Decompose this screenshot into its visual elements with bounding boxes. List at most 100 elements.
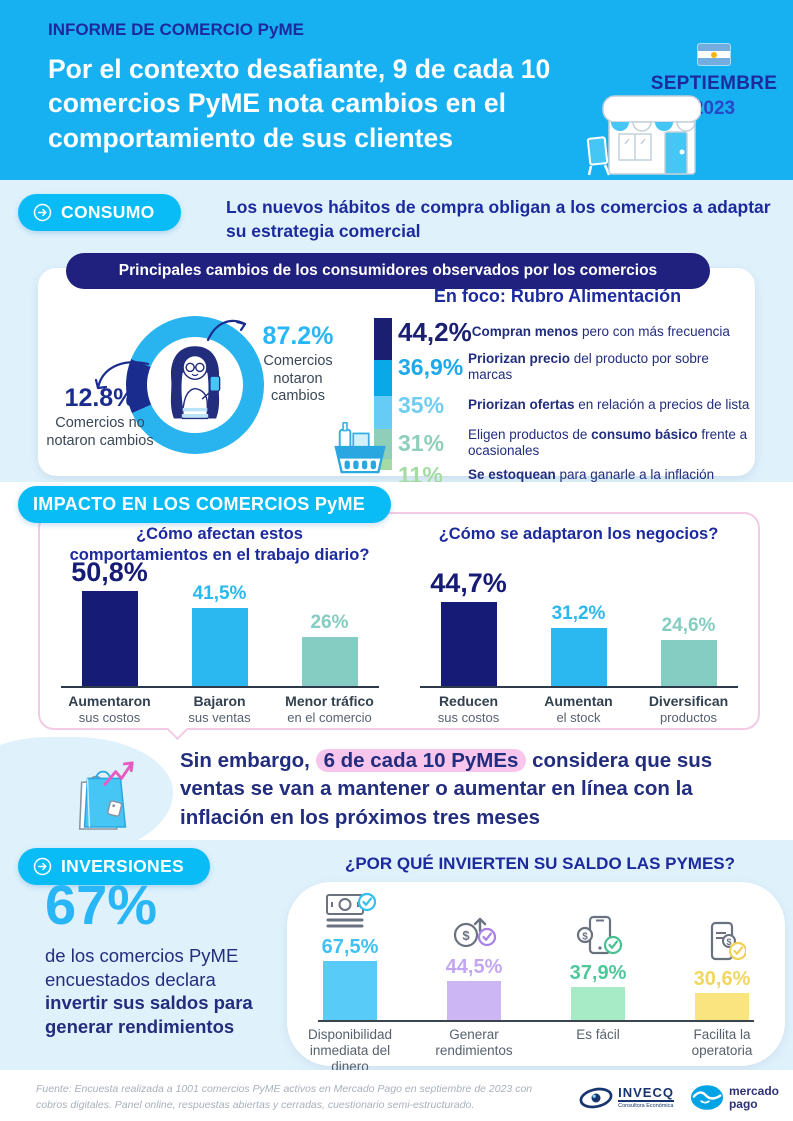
invest-bar-labels: Disponibilidad inmediata del dinero Gene… — [287, 1027, 785, 1076]
consumo-tag-pill: CONSUMO — [18, 194, 181, 231]
invest-bars: 67,5% $ 44,5% — [287, 874, 785, 1020]
sin-embargo-text: Sin embargo, 6 de cada 10 PyMEs consider… — [180, 749, 713, 829]
bar-value: 26% — [310, 612, 349, 633]
bar-column: 31,2% — [529, 603, 629, 686]
svg-text:$: $ — [726, 937, 731, 947]
invest-big-percent: 67% — [45, 873, 158, 936]
bar-label: Reducen sus costos — [437, 693, 500, 725]
invest-bar-value: 67,5% — [321, 936, 379, 958]
mercado-pago-logo: mercado pago — [690, 1084, 779, 1111]
impact-chart-right: ¿Cómo se adaptaron los negocios? 44,7% 3… — [399, 514, 758, 728]
foco-row: 35% Priorizan ofertas en relación a prec… — [398, 386, 751, 424]
circle-arrow-icon — [33, 203, 52, 222]
chart-title: ¿Cómo se adaptaron los negocios? — [438, 525, 719, 543]
coin-growth-check-icon: $ — [453, 917, 497, 948]
invecq-logo: INVECQ Consultora Económica — [578, 1085, 674, 1110]
impact-chart-left: ¿Cómo afectan estos comportamientos en e… — [40, 514, 399, 728]
invecq-eye-icon — [579, 1087, 613, 1108]
impact-charts-card: ¿Cómo afectan estos comportamientos en e… — [38, 512, 760, 741]
donut-chart — [126, 316, 264, 454]
invest-bar-label: Disponibilidad inmediata del dinero — [307, 1027, 393, 1075]
invest-bar-column: $ 37,9% — [540, 915, 656, 1020]
bar-column: 26% — [280, 612, 380, 686]
no-notaron-pct: 12.8% — [64, 384, 136, 412]
invecq-name: INVECQ — [618, 1085, 674, 1103]
invest-bar-label: Facilita la operatoria — [691, 1027, 753, 1059]
bar-label: Aumentan el stock — [544, 693, 613, 725]
bar-label: Diversifican productos — [648, 693, 729, 725]
bar-labels: Reducen sus costos Aumentan el stock Diver… — [399, 693, 758, 725]
invecq-wordmark: INVECQ Consultora Económica — [618, 1085, 674, 1110]
highlighted-stat: 6 de cada 10 PyMEs — [315, 749, 527, 772]
woman-with-phone-illustration — [170, 346, 221, 420]
card-title-pill: Principales cambios de los consumidores … — [66, 253, 710, 289]
foco-desc: Compran menos pero con más frecuencia — [471, 324, 730, 340]
stack-segment — [374, 459, 392, 470]
bar-label: Bajaron sus ventas — [188, 693, 251, 725]
foco-pct: 44,2% — [398, 316, 472, 347]
page-title: Por el contexto desafiante, 9 de cada 10… — [48, 54, 551, 153]
bar-column: 24,6% — [639, 615, 739, 686]
stack-segment — [374, 318, 392, 361]
bar-value: 41,5% — [192, 583, 247, 604]
bar-label: Aumentaron sus costos — [68, 693, 151, 725]
phone-coin-check-icon: $ — [576, 915, 622, 955]
svg-text:$: $ — [582, 932, 588, 943]
notaron-pct: 87.2% — [262, 322, 334, 350]
donut-label-notaron: 87.2% Comercios notaron cambios — [246, 322, 350, 406]
foco-row: 44,2% Compran menos pero con más frecuen… — [398, 316, 751, 348]
section-consumo: CONSUMO Los nuevos hábitos de compra obl… — [0, 180, 793, 488]
impacto-tag-label: IMPACTO EN LOS COMERCIOS PyME — [33, 494, 366, 514]
mercado-pago-wordmark: mercado pago — [728, 1083, 779, 1111]
report-kicker: INFORME DE COMERCIO PyME — [48, 20, 304, 39]
section-sin-embargo: Sin embargo, 6 de cada 10 PyMEs consider… — [0, 737, 793, 859]
invest-chart-title: ¿POR QUÉ INVIERTEN SU SALDO LAS PYMES? — [344, 854, 736, 873]
foco-row: 31% Eligen productos de consumo básico f… — [398, 424, 751, 462]
argentina-flag-icon — [698, 44, 730, 65]
bar-column: 41,5% — [170, 583, 270, 686]
circle-arrow-icon — [33, 857, 52, 876]
bar — [550, 628, 607, 686]
foco-desc: Se estoquean para ganarle a la inflación — [468, 467, 715, 483]
stack-segment — [374, 360, 392, 396]
invest-bar-label: Generar rendimientos — [435, 1027, 513, 1059]
foco-desc: Priorizan ofertas en relación a precios … — [468, 397, 750, 413]
footer: Fuente: Encuesta realizada a 1001 comerc… — [0, 1070, 793, 1121]
bar — [81, 591, 138, 686]
bar — [191, 608, 248, 686]
source-note: Fuente: Encuesta realizada a 1001 comerc… — [36, 1083, 533, 1111]
footer-logos: INVECQ Consultora Económica mercado pago — [578, 1082, 779, 1111]
bar-label: Menor tráfico en el comercio — [285, 693, 374, 725]
bars: 44,7% 31,2% 24,6% — [399, 566, 758, 686]
svg-text:$: $ — [462, 928, 470, 943]
mercado-pago-handshake-icon — [690, 1085, 724, 1110]
consumo-tag-label: CONSUMO — [61, 202, 155, 222]
bars: 50,8% 41,5% 26% — [40, 557, 399, 686]
foco-pct: 31% — [398, 429, 445, 456]
bar-value: 44,7% — [430, 568, 507, 598]
phone-operations-check-icon: $ — [710, 921, 746, 961]
consumer-changes-card: Principales cambios de los consumidores … — [38, 253, 755, 488]
invest-bar-value: 30,6% — [693, 968, 751, 990]
axis-line — [419, 686, 738, 688]
bar — [660, 640, 717, 686]
bar-column: 44,7% — [419, 568, 519, 686]
consumo-intro-text: Los nuevos hábitos de compra obligan a l… — [226, 197, 771, 241]
curved-arrow-icon — [206, 319, 247, 342]
hero-header: INFORME DE COMERCIO PyME Por el contexto… — [0, 0, 793, 180]
foco-pct: 35% — [398, 391, 445, 418]
invest-bar — [447, 981, 501, 1020]
no-notaron-label: Comercios no notaron cambios — [46, 415, 154, 449]
curved-arrow-icon — [94, 361, 150, 390]
chart-title: ¿Cómo afectan estos comportamientos en e… — [69, 525, 370, 564]
banknotes-check-icon — [326, 892, 376, 928]
invest-description: de los comercios PyME encuestados declar… — [45, 945, 253, 1038]
invest-bar-value: 37,9% — [569, 962, 627, 984]
bar-value: 50,8% — [71, 557, 148, 587]
invest-bar-column: $ 44,5% — [416, 909, 532, 1020]
section-impacto: IMPACTO EN LOS COMERCIOS PyME ¿Cómo afec… — [0, 482, 793, 745]
invecq-subtitle: Consultora Económica — [618, 1103, 674, 1110]
axis-line — [60, 686, 379, 688]
date-block: SEPTIEMBRE 2023 — [645, 44, 783, 120]
shopping-basket-icon — [334, 422, 386, 474]
